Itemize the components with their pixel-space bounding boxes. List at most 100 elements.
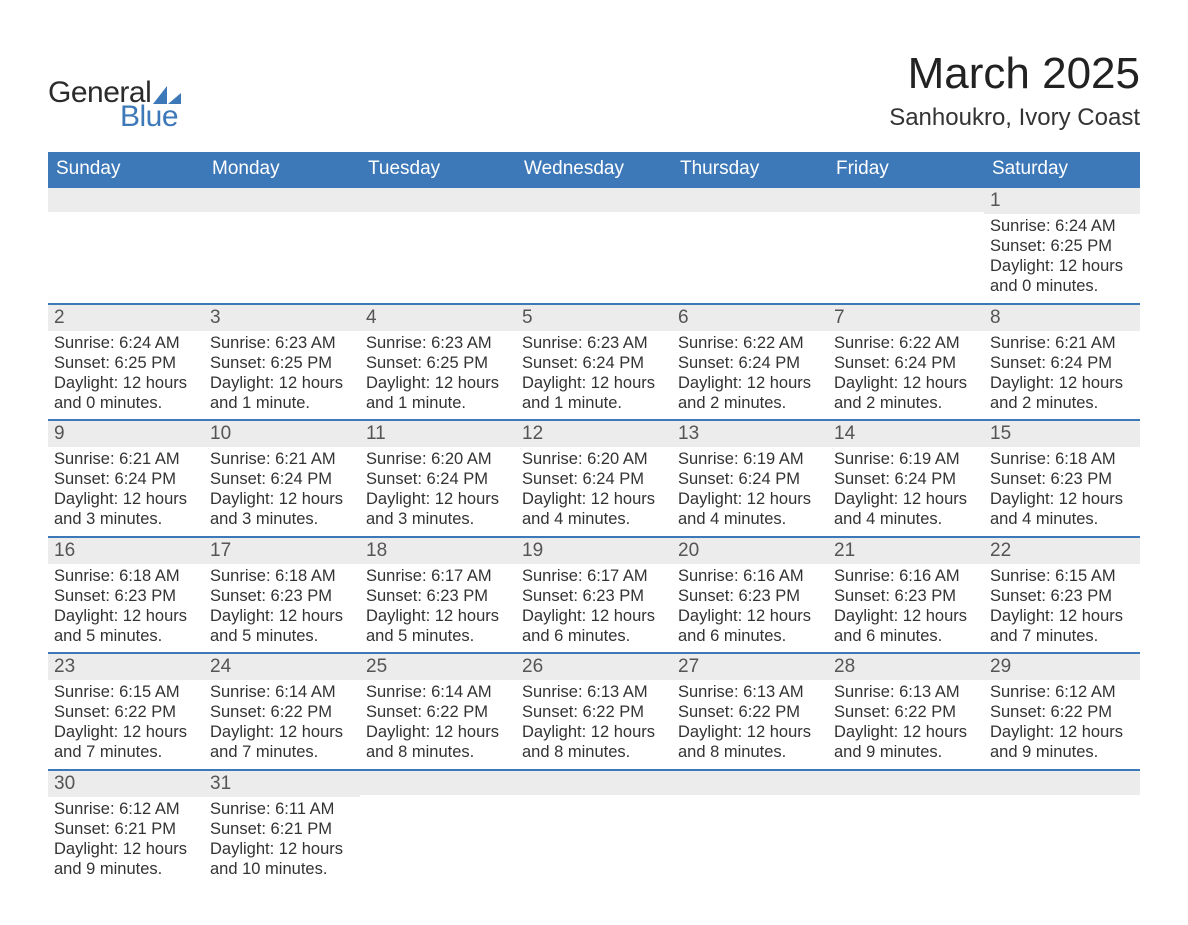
day-details: Sunrise: 6:23 AMSunset: 6:25 PMDaylight:… xyxy=(360,331,516,420)
day-details: Sunrise: 6:24 AMSunset: 6:25 PMDaylight:… xyxy=(984,214,1140,303)
week-row: 1Sunrise: 6:24 AMSunset: 6:25 PMDaylight… xyxy=(48,187,1140,304)
day-details: Sunrise: 6:14 AMSunset: 6:22 PMDaylight:… xyxy=(360,680,516,769)
sunset-text: Sunset: 6:25 PM xyxy=(990,236,1134,256)
sunrise-text: Sunrise: 6:16 AM xyxy=(834,566,978,586)
daylight-text: Daylight: 12 hours and 4 minutes. xyxy=(834,489,978,529)
sunrise-text: Sunrise: 6:20 AM xyxy=(366,449,510,469)
sunset-text: Sunset: 6:25 PM xyxy=(366,353,510,373)
sunrise-text: Sunrise: 6:21 AM xyxy=(54,449,198,469)
day-details xyxy=(204,212,360,290)
day-number xyxy=(360,188,516,212)
sunset-text: Sunset: 6:24 PM xyxy=(522,353,666,373)
day-number: 21 xyxy=(828,538,984,564)
day-details: Sunrise: 6:20 AMSunset: 6:24 PMDaylight:… xyxy=(516,447,672,536)
day-cell: 22Sunrise: 6:15 AMSunset: 6:23 PMDayligh… xyxy=(984,537,1140,654)
daylight-text: Daylight: 12 hours and 2 minutes. xyxy=(834,373,978,413)
day-details xyxy=(516,212,672,290)
sunrise-text: Sunrise: 6:21 AM xyxy=(990,333,1134,353)
day-number xyxy=(516,188,672,212)
sunset-text: Sunset: 6:24 PM xyxy=(834,469,978,489)
calendar-table: Sunday Monday Tuesday Wednesday Thursday… xyxy=(48,152,1140,885)
day-details xyxy=(672,795,828,873)
day-number: 12 xyxy=(516,421,672,447)
day-number: 2 xyxy=(48,305,204,331)
sunset-text: Sunset: 6:24 PM xyxy=(54,469,198,489)
day-details xyxy=(360,795,516,873)
day-details: Sunrise: 6:19 AMSunset: 6:24 PMDaylight:… xyxy=(828,447,984,536)
sunset-text: Sunset: 6:24 PM xyxy=(366,469,510,489)
day-number: 14 xyxy=(828,421,984,447)
sunset-text: Sunset: 6:24 PM xyxy=(522,469,666,489)
daylight-text: Daylight: 12 hours and 8 minutes. xyxy=(366,722,510,762)
day-number: 18 xyxy=(360,538,516,564)
day-cell xyxy=(828,187,984,304)
sunrise-text: Sunrise: 6:23 AM xyxy=(522,333,666,353)
col-sunday: Sunday xyxy=(48,152,204,187)
daylight-text: Daylight: 12 hours and 0 minutes. xyxy=(990,256,1134,296)
day-details: Sunrise: 6:19 AMSunset: 6:24 PMDaylight:… xyxy=(672,447,828,536)
day-cell: 15Sunrise: 6:18 AMSunset: 6:23 PMDayligh… xyxy=(984,420,1140,537)
day-number: 27 xyxy=(672,654,828,680)
daylight-text: Daylight: 12 hours and 3 minutes. xyxy=(366,489,510,529)
daylight-text: Daylight: 12 hours and 4 minutes. xyxy=(990,489,1134,529)
day-cell: 23Sunrise: 6:15 AMSunset: 6:22 PMDayligh… xyxy=(48,653,204,770)
day-cell: 12Sunrise: 6:20 AMSunset: 6:24 PMDayligh… xyxy=(516,420,672,537)
day-cell: 6Sunrise: 6:22 AMSunset: 6:24 PMDaylight… xyxy=(672,304,828,421)
day-details: Sunrise: 6:17 AMSunset: 6:23 PMDaylight:… xyxy=(360,564,516,653)
day-number xyxy=(204,188,360,212)
day-number: 10 xyxy=(204,421,360,447)
col-friday: Friday xyxy=(828,152,984,187)
daylight-text: Daylight: 12 hours and 7 minutes. xyxy=(210,722,354,762)
daylight-text: Daylight: 12 hours and 1 minute. xyxy=(210,373,354,413)
day-number: 30 xyxy=(48,771,204,797)
sunset-text: Sunset: 6:22 PM xyxy=(210,702,354,722)
day-number xyxy=(48,188,204,212)
sunrise-text: Sunrise: 6:16 AM xyxy=(678,566,822,586)
sunrise-text: Sunrise: 6:19 AM xyxy=(834,449,978,469)
sunrise-text: Sunrise: 6:12 AM xyxy=(54,799,198,819)
sunset-text: Sunset: 6:22 PM xyxy=(678,702,822,722)
sunset-text: Sunset: 6:23 PM xyxy=(990,586,1134,606)
calendar-page: General Blue March 2025 Sanhoukro, Ivory… xyxy=(0,0,1188,925)
col-monday: Monday xyxy=(204,152,360,187)
daylight-text: Daylight: 12 hours and 5 minutes. xyxy=(210,606,354,646)
sunrise-text: Sunrise: 6:13 AM xyxy=(678,682,822,702)
day-details xyxy=(828,212,984,290)
daylight-text: Daylight: 12 hours and 7 minutes. xyxy=(990,606,1134,646)
day-cell xyxy=(516,187,672,304)
day-number: 8 xyxy=(984,305,1140,331)
day-cell xyxy=(516,770,672,886)
col-wednesday: Wednesday xyxy=(516,152,672,187)
day-number: 7 xyxy=(828,305,984,331)
day-number: 26 xyxy=(516,654,672,680)
day-details: Sunrise: 6:24 AMSunset: 6:25 PMDaylight:… xyxy=(48,331,204,420)
sunrise-text: Sunrise: 6:24 AM xyxy=(54,333,198,353)
day-cell xyxy=(828,770,984,886)
day-cell: 13Sunrise: 6:19 AMSunset: 6:24 PMDayligh… xyxy=(672,420,828,537)
day-details: Sunrise: 6:23 AMSunset: 6:24 PMDaylight:… xyxy=(516,331,672,420)
day-number: 19 xyxy=(516,538,672,564)
day-number: 22 xyxy=(984,538,1140,564)
day-details xyxy=(516,795,672,873)
sunset-text: Sunset: 6:24 PM xyxy=(678,353,822,373)
sunset-text: Sunset: 6:23 PM xyxy=(522,586,666,606)
day-cell: 26Sunrise: 6:13 AMSunset: 6:22 PMDayligh… xyxy=(516,653,672,770)
day-cell: 14Sunrise: 6:19 AMSunset: 6:24 PMDayligh… xyxy=(828,420,984,537)
sunrise-text: Sunrise: 6:13 AM xyxy=(522,682,666,702)
day-cell: 10Sunrise: 6:21 AMSunset: 6:24 PMDayligh… xyxy=(204,420,360,537)
sunset-text: Sunset: 6:24 PM xyxy=(210,469,354,489)
day-number xyxy=(984,771,1140,795)
day-number: 9 xyxy=(48,421,204,447)
day-number: 3 xyxy=(204,305,360,331)
day-details: Sunrise: 6:14 AMSunset: 6:22 PMDaylight:… xyxy=(204,680,360,769)
day-details: Sunrise: 6:21 AMSunset: 6:24 PMDaylight:… xyxy=(204,447,360,536)
week-row: 23Sunrise: 6:15 AMSunset: 6:22 PMDayligh… xyxy=(48,653,1140,770)
week-row: 9Sunrise: 6:21 AMSunset: 6:24 PMDaylight… xyxy=(48,420,1140,537)
day-details xyxy=(984,795,1140,873)
daylight-text: Daylight: 12 hours and 10 minutes. xyxy=(210,839,354,879)
day-details: Sunrise: 6:18 AMSunset: 6:23 PMDaylight:… xyxy=(984,447,1140,536)
day-cell: 4Sunrise: 6:23 AMSunset: 6:25 PMDaylight… xyxy=(360,304,516,421)
day-number xyxy=(828,188,984,212)
day-cell xyxy=(672,770,828,886)
day-details: Sunrise: 6:21 AMSunset: 6:24 PMDaylight:… xyxy=(48,447,204,536)
